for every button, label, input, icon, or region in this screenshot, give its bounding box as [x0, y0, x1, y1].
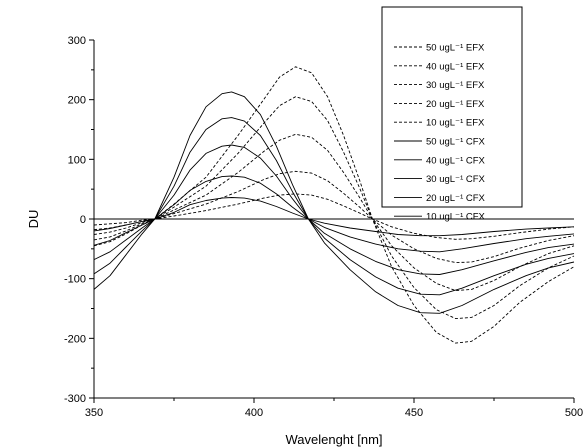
y-tick-label: -200: [64, 333, 86, 345]
y-tick-label: -300: [64, 393, 86, 405]
x-tick-label: 500: [565, 407, 583, 419]
legend-label-9: 10 ugL⁻¹ CFX: [426, 212, 486, 223]
series-line-5: [93, 91, 575, 314]
legend-label-1: 40 ugL⁻¹ EFX: [426, 61, 485, 72]
axes: 350 400 450 500 -300 -200 -100 0 100 200 300 Wavele…: [26, 35, 583, 447]
plot-area: [93, 66, 575, 344]
series-line-6: [93, 117, 575, 296]
legend-label-0: 50 ugL⁻¹ EFX: [426, 43, 485, 54]
legend-label-7: 30 ugL⁻¹ CFX: [426, 174, 486, 185]
series-line-1: [93, 96, 575, 320]
y-tick-label: 300: [68, 35, 86, 47]
x-tick-label: 350: [85, 407, 103, 419]
legend-label-5: 50 ugL⁻¹ CFX: [426, 137, 486, 148]
series-line-9: [93, 197, 575, 237]
y-tick-label: -100: [64, 274, 86, 286]
legend-label-4: 10 ugL⁻¹ EFX: [426, 118, 485, 129]
series-line-8: [93, 175, 575, 253]
y-axis-title: DU: [26, 210, 41, 229]
legend-box: [381, 6, 523, 208]
legend-label-2: 30 ugL⁻¹ EFX: [426, 80, 485, 91]
y-tick-label: 100: [68, 154, 86, 166]
series-line-7: [93, 144, 575, 275]
x-tick-label: 450: [405, 407, 423, 419]
x-axis-title: Wavelenght [nm]: [285, 432, 382, 447]
legend-label-8: 20 ugL⁻¹ CFX: [426, 193, 486, 204]
y-tick-label: 200: [68, 95, 86, 107]
legend: 50 ugL⁻¹ EFX 40 ugL⁻¹ EFX 30 ugL⁻¹ EFX 20 u…: [381, 6, 523, 223]
legend-label-3: 20 ugL⁻¹ EFX: [426, 99, 485, 110]
x-tick-label: 400: [245, 407, 263, 419]
y-tick-label: 0: [80, 214, 86, 226]
legend-label-6: 40 ugL⁻¹ CFX: [426, 155, 486, 166]
